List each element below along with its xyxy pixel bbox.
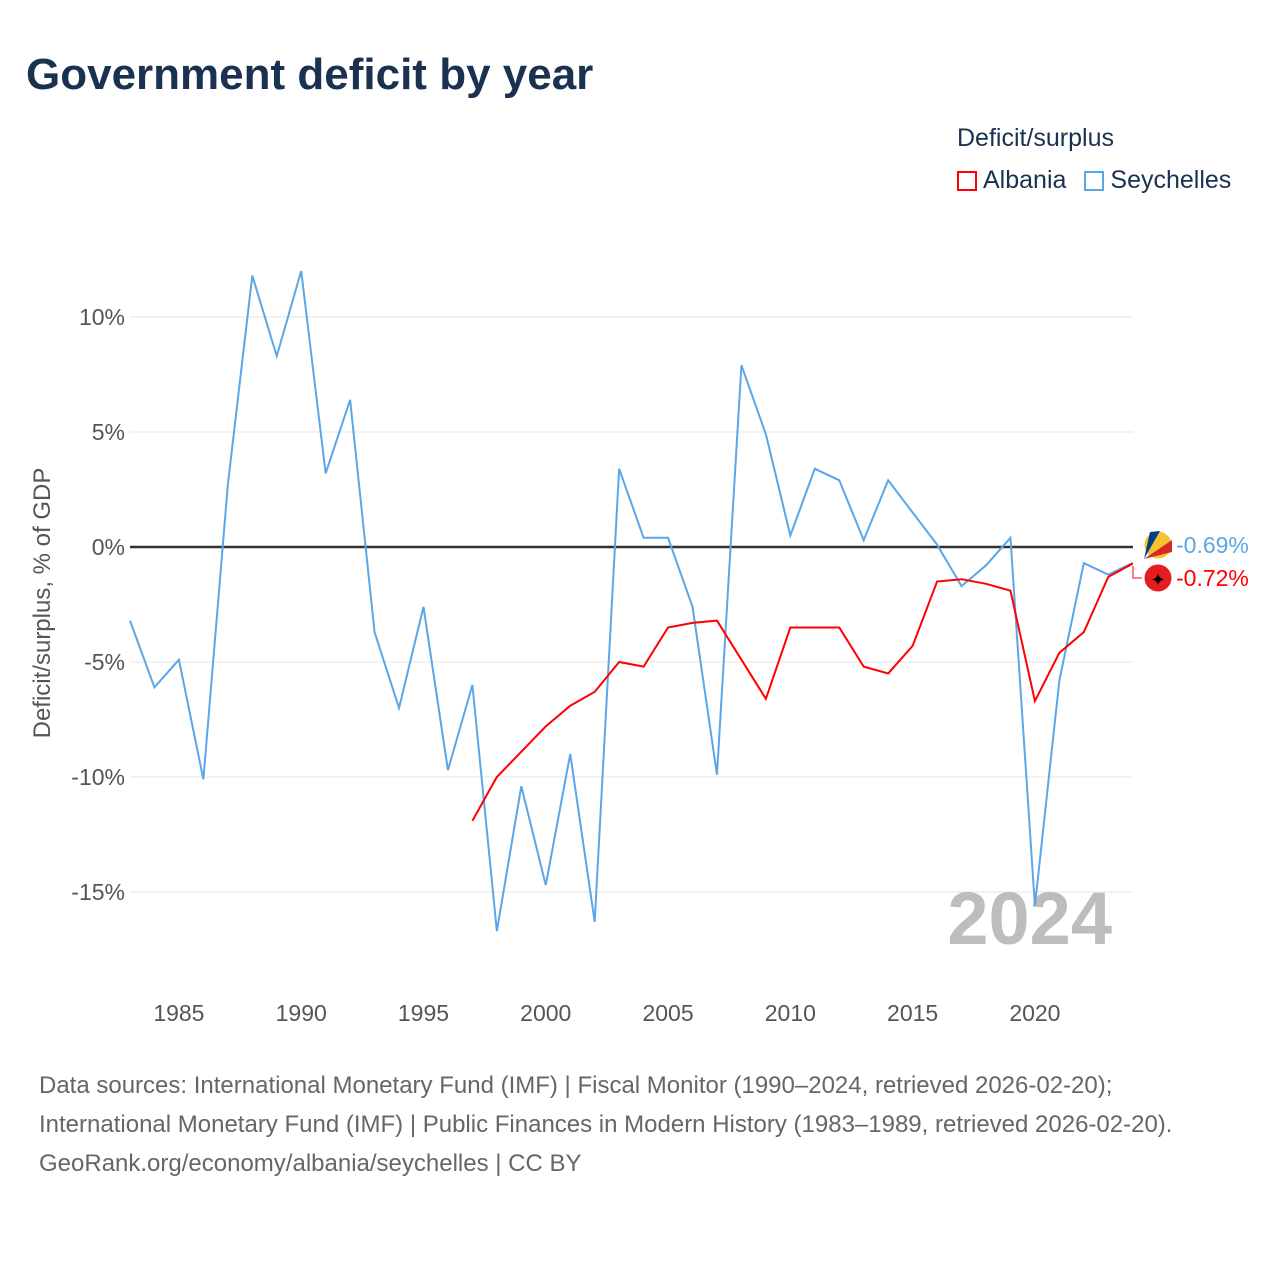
x-tick-label: 2015 [887,1000,938,1026]
y-tick-label: 5% [92,419,125,445]
line-chart: 10% 5% 0% -5% -10% -15% 1985 1990 1995 2000 2005 20… [29,270,1249,1026]
legend-item-seychelles[interactable]: Seychelles [1084,166,1231,195]
legend-label-seychelles: Seychelles [1110,166,1232,194]
x-tick-label: 2020 [1009,1000,1060,1026]
data-sources: Data sources: International Monetary Fun… [39,1072,1173,1138]
legend-title: Deficit/surplus [957,124,1114,152]
x-tick-label: 1990 [276,1000,327,1026]
flag-stripe-icon [1144,540,1172,559]
flag-icon-albania [1143,563,1173,593]
y-tick-label: -10% [71,764,125,790]
legend: Albania Seychelles [957,166,1231,195]
y-tick-label: -15% [71,879,125,905]
x-tick-label: 2010 [765,1000,816,1026]
series-line-albania [471,562,1134,822]
y-tick-label: 0% [92,534,125,560]
legend-swatch-albania [957,170,977,191]
x-tick-label: 1995 [398,1000,449,1026]
x-tick-label: 1985 [153,1000,204,1026]
y-tick-label: 10% [79,304,125,330]
year-watermark: 2024 [947,877,1112,960]
legend-item-albania[interactable]: Albania [957,166,1066,195]
x-tick-label: 2000 [520,1000,571,1026]
y-tick-label: -5% [84,649,125,675]
y-axis-label: Deficit/surplus, % of GDP [29,468,56,739]
flag-stripe-icon [1144,531,1160,559]
legend-swatch-seychelles [1084,170,1105,191]
eagle-icon: ✦ [1150,570,1165,590]
label-connector [1132,566,1142,579]
credit-link[interactable]: GeoRank.org/economy/albania/seychelles |… [39,1150,582,1177]
x-tick-label: 2005 [642,1000,693,1026]
chart-title: Government deficit by year [26,50,594,99]
series-line-seychelles [129,270,1134,932]
legend-label-albania: Albania [983,166,1067,194]
end-label-seychelles: -0.69% [1176,532,1249,558]
end-label-albania: -0.72% [1176,565,1249,591]
footer: Data sources: International Monetary Fun… [39,1066,1249,1183]
